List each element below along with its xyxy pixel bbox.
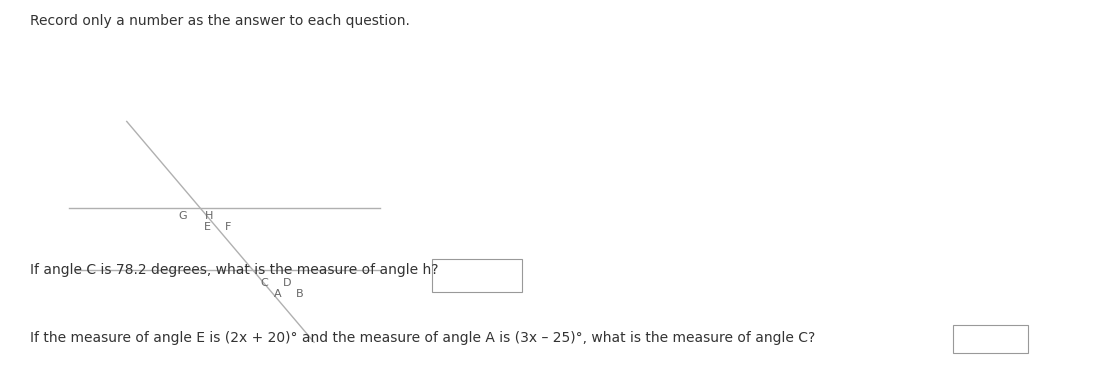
Text: If the measure of angle E is (2x + 20)° and the measure of angle A is (3x – 25)°: If the measure of angle E is (2x + 20)° … (30, 331, 815, 345)
Text: If angle C is 78.2 degrees, what is the measure of angle h?: If angle C is 78.2 degrees, what is the … (30, 263, 439, 277)
Text: C: C (260, 278, 269, 289)
Text: G: G (179, 211, 187, 221)
Text: A: A (274, 289, 281, 300)
Text: Record only a number as the answer to each question.: Record only a number as the answer to ea… (30, 14, 410, 28)
Text: H: H (205, 211, 214, 221)
Text: E: E (204, 222, 210, 233)
Text: B: B (296, 289, 303, 300)
Text: F: F (225, 222, 231, 233)
Bar (953, 325, 1028, 353)
Bar (432, 259, 522, 292)
Text: D: D (283, 278, 292, 289)
